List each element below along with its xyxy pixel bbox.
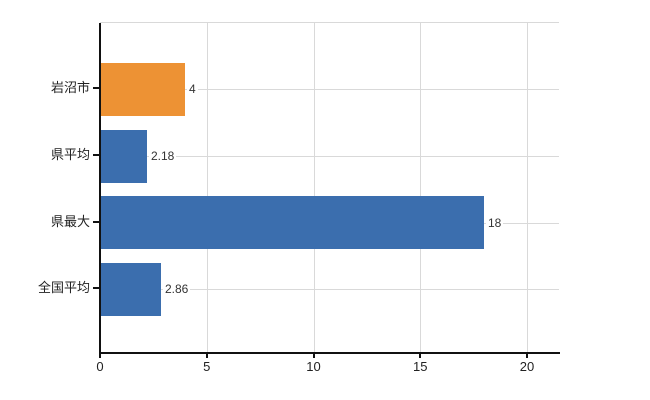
- category-label: 県平均: [50, 147, 90, 162]
- x-axis-tick: [526, 352, 528, 358]
- bar-4: [100, 262, 161, 316]
- bar-2: [100, 129, 147, 183]
- bar-3: [100, 196, 484, 250]
- gridline-vertical: [527, 23, 528, 354]
- bar-value-label: 4: [187, 81, 198, 98]
- gridline-horizontal: [100, 156, 559, 157]
- x-axis-tick: [99, 352, 101, 358]
- y-axis-line: [99, 23, 101, 354]
- gridline-vertical: [206, 23, 208, 354]
- gridline-horizontal: [100, 89, 559, 91]
- category-label: 岩沼市: [50, 80, 90, 96]
- x-tick-label: 20: [519, 359, 535, 374]
- category-label: 県最大: [50, 213, 90, 229]
- x-tick-label: 10: [306, 359, 321, 374]
- x-axis-tick: [419, 352, 422, 358]
- category-label: 全国平均: [37, 280, 90, 296]
- y-axis-tick: [93, 154, 100, 156]
- plot-area: 4 2.18 18 2.86: [99, 22, 560, 354]
- x-axis-tick: [205, 352, 208, 358]
- bar-value-label: 2.18: [149, 148, 177, 164]
- y-axis-tick: [93, 87, 100, 90]
- x-tick-label: 5: [203, 359, 211, 374]
- gridline-vertical: [420, 23, 422, 354]
- x-axis-line: [99, 352, 560, 354]
- gridline-vertical: [313, 23, 315, 354]
- x-axis-tick: [312, 352, 315, 358]
- y-axis-tick: [93, 220, 100, 223]
- bar-value-label: 18: [486, 214, 504, 231]
- y-axis-tick: [93, 287, 100, 290]
- x-tick-label: 0: [96, 359, 104, 374]
- bar-value-label: 2.86: [163, 281, 191, 298]
- gridline-horizontal: [100, 289, 559, 291]
- bar-1: [100, 62, 185, 116]
- x-tick-label: 15: [413, 359, 428, 374]
